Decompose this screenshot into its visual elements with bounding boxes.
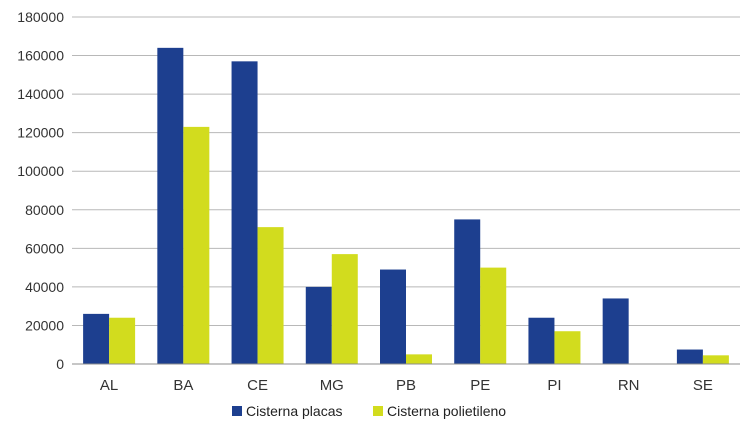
bar-pi-series-1: [528, 317, 555, 364]
x-tick-label: PB: [396, 377, 416, 394]
legend-label: Cisterna polietileno: [387, 403, 506, 419]
y-axis-ticks: 0 20000 40000 60000 80000 100000 120000 140000 1…: [17, 9, 64, 372]
bar-rn-series-1: [602, 298, 629, 364]
legend-swatch: [232, 406, 242, 416]
legend-swatch: [373, 406, 383, 416]
y-tick-label: 180000: [17, 9, 64, 25]
bars: [83, 47, 729, 364]
bar-pb-series-2: [406, 354, 432, 364]
y-tick-label: 160000: [17, 48, 64, 64]
y-tick-label: 80000: [25, 202, 64, 218]
y-tick-label: 0: [56, 356, 64, 372]
bar-mg-series-1: [305, 286, 332, 364]
x-tick-label: AL: [100, 377, 118, 394]
bar-al-series-2: [109, 317, 136, 364]
bar-se-series-2: [702, 355, 729, 364]
x-tick-label: BA: [173, 377, 193, 394]
y-tick-label: 100000: [17, 163, 64, 179]
bar-pe-series-2: [480, 267, 507, 364]
legend-label: Cisterna placas: [246, 403, 343, 419]
y-tick-label: 40000: [25, 279, 64, 295]
y-tick-label: 60000: [25, 240, 64, 256]
y-tick-label: 140000: [17, 86, 64, 102]
x-axis-ticks: AL BA CE MG PB PE PI RN SE: [100, 377, 713, 394]
bar-ce-series-2: [257, 227, 284, 364]
bar-se-series-1: [676, 349, 703, 364]
x-tick-label: MG: [320, 377, 344, 394]
bar-ce-series-1: [231, 61, 258, 364]
bar-al-series-1: [83, 313, 110, 364]
x-tick-label: PI: [547, 377, 561, 394]
x-tick-label: CE: [247, 377, 268, 394]
x-tick-label: RN: [618, 377, 640, 394]
legend: Cisterna placas Cisterna polietileno: [232, 403, 506, 419]
x-tick-label: PE: [470, 377, 490, 394]
bar-pe-series-1: [454, 219, 481, 364]
bar-ba-series-2: [183, 126, 210, 364]
bar-pb-series-1: [380, 269, 406, 364]
y-tick-label: 20000: [25, 317, 64, 333]
x-tick-label: SE: [693, 377, 713, 394]
y-tick-label: 120000: [17, 125, 64, 141]
bar-mg-series-2: [331, 254, 358, 364]
bar-ba-series-1: [157, 47, 184, 364]
bar-pi-series-2: [554, 331, 581, 364]
